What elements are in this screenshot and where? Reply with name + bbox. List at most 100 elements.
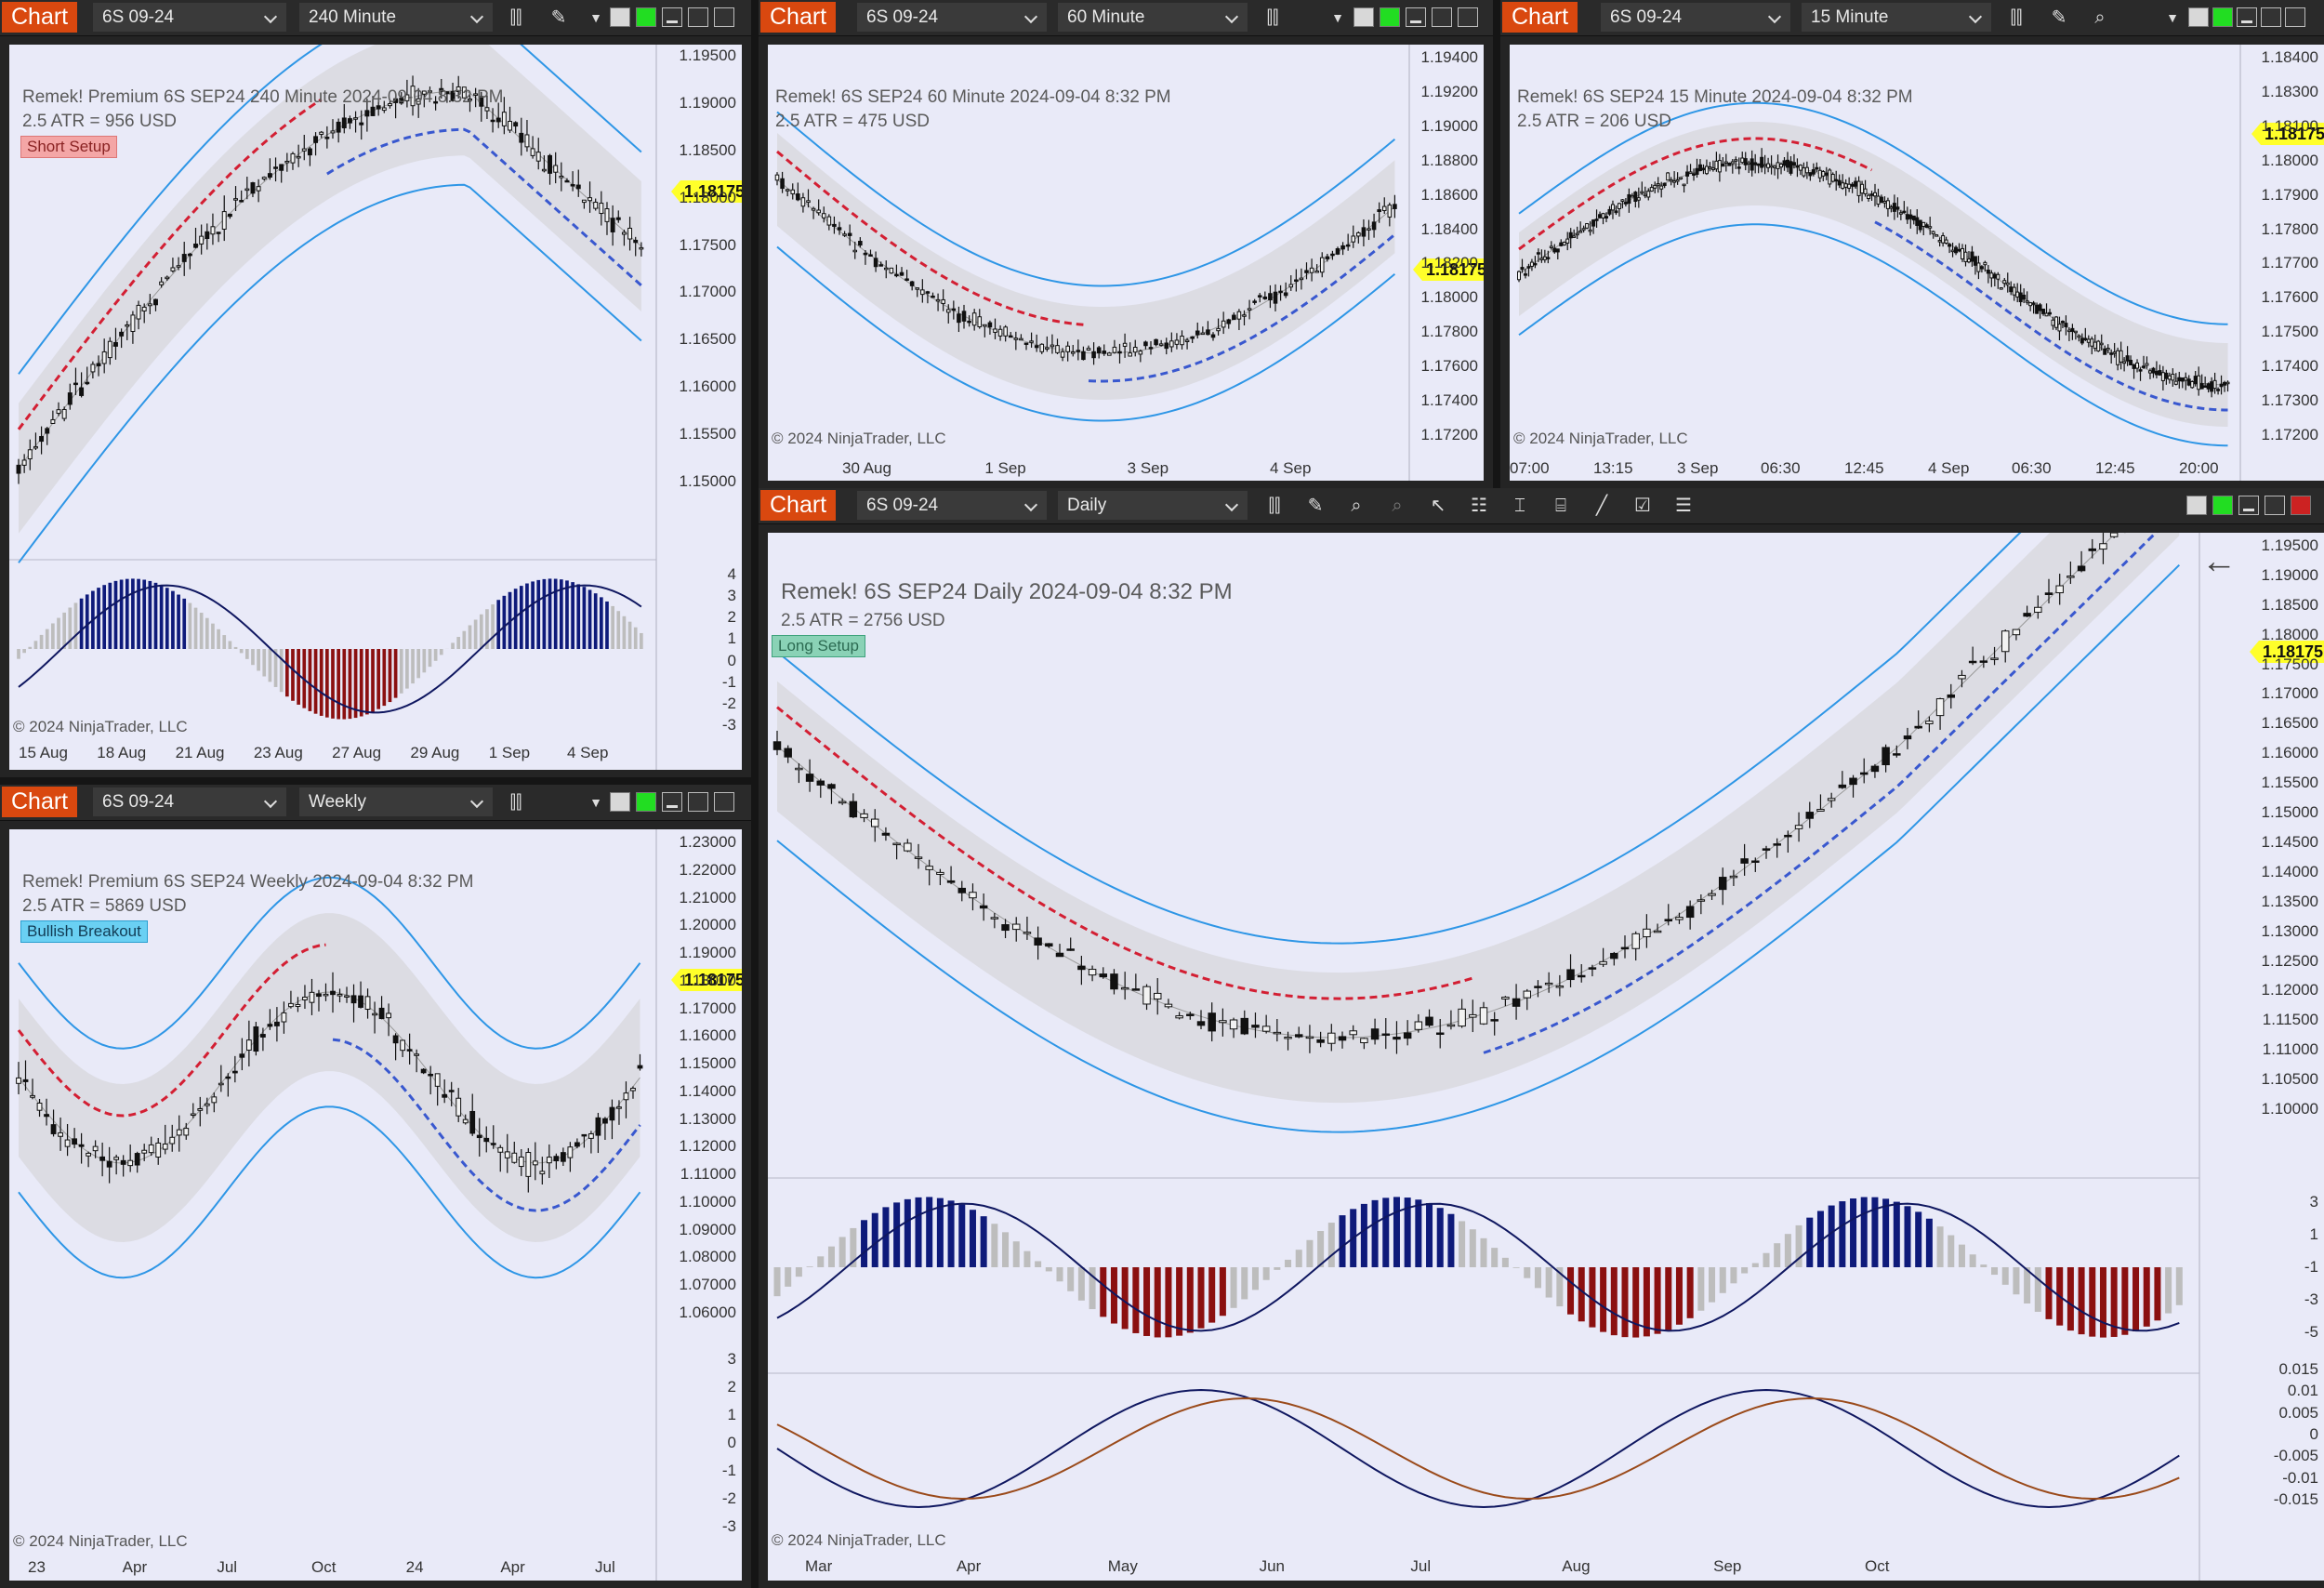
link-color-button[interactable] — [610, 792, 630, 812]
interval-selector[interactable]: 60 Minute — [1058, 3, 1248, 32]
chart-menu-button[interactable]: Chart — [1502, 2, 1578, 33]
candle-body — [1045, 347, 1050, 350]
time-axis: Mar Apr May Jun Jul Aug Sep Oct — [768, 1557, 2324, 1578]
maximize-button[interactable] — [2265, 496, 2285, 515]
candle-body — [560, 1152, 566, 1162]
maximize-button[interactable] — [2261, 7, 2281, 27]
link-color-button[interactable] — [2186, 496, 2207, 515]
time-tick-label: Jul — [217, 1558, 238, 1576]
link-green-button[interactable] — [2212, 7, 2233, 27]
link-green-button[interactable] — [636, 7, 656, 27]
chart-canvas[interactable]: Remek! 6S SEP24 Daily 2024-09-04 8:32 PM… — [768, 533, 2324, 1581]
link-color-button[interactable] — [1353, 7, 1374, 27]
bar-type-icon[interactable]: ⫿⫿ — [509, 792, 522, 813]
interval-selector[interactable]: 240 Minute — [299, 3, 493, 32]
instrument-selector[interactable]: 6S 09-24 — [93, 787, 286, 816]
chevron-down-icon[interactable]: ▼ — [589, 795, 602, 810]
close-button[interactable] — [2291, 496, 2311, 515]
candle-body — [1349, 1030, 1357, 1036]
candle-body — [905, 278, 909, 281]
minimize-button[interactable] — [1406, 7, 1426, 27]
maximize-button[interactable] — [688, 792, 708, 812]
drawing-tool-icon[interactable]: ✎ — [550, 7, 567, 28]
time-tick-label: 1 Sep — [984, 459, 1026, 477]
minimize-button[interactable] — [662, 792, 682, 812]
close-button[interactable] — [714, 7, 734, 27]
instrument-selector[interactable]: 6S 09-24 — [1601, 3, 1790, 32]
momentum-histogram-bar — [73, 602, 78, 649]
chart-title: Remek! Premium 6S SEP24 Weekly 2024-09-0… — [22, 872, 474, 892]
chart-canvas[interactable]: Remek! Premium 6S SEP24 Weekly 2024-09-0… — [9, 829, 742, 1581]
minimize-button[interactable] — [2238, 496, 2259, 515]
maximize-button[interactable] — [688, 7, 708, 27]
back-arrow-icon[interactable]: ← — [2201, 542, 2237, 581]
chart-canvas[interactable]: Remek! Premium 6S SEP24 240 Minute 2024-… — [9, 45, 742, 770]
link-green-button[interactable] — [636, 792, 656, 812]
candle-body — [1620, 946, 1630, 950]
price-axis: 1.19500 1.19000 1.18500 1.18000 1.17500 1.170… — [2250, 533, 2324, 1146]
candle-body — [1050, 344, 1055, 348]
chart-toolbar: Chart 6S 09-24 240 Minute ⫿⫿ ✎ ▼ — [0, 0, 751, 36]
close-button[interactable] — [2285, 7, 2305, 27]
bar-type-icon[interactable]: ⫿⫿ — [1266, 7, 1279, 28]
interval-selector[interactable]: Daily — [1058, 491, 1248, 520]
chart-canvas[interactable]: Remek! 6S SEP24 60 Minute 2024-09-04 8:3… — [768, 45, 1484, 481]
instrument-selector[interactable]: 6S 09-24 — [857, 3, 1047, 32]
bar-type-icon[interactable]: ⫿⫿ — [1268, 496, 1281, 516]
drawing-tool-icon[interactable]: ✎ — [1307, 496, 1324, 516]
close-button[interactable] — [714, 792, 734, 812]
candle-body — [288, 1002, 294, 1008]
candle-body — [595, 1117, 601, 1136]
momentum-histogram-bar — [1632, 1267, 1640, 1338]
minimize-button[interactable] — [2237, 7, 2257, 27]
strategies-icon[interactable]: ⌸ — [1555, 496, 1566, 516]
pointer-icon[interactable]: ↖ — [1430, 496, 1446, 516]
candle-body — [159, 281, 165, 285]
drawing-tool-icon[interactable]: ✎ — [2051, 7, 2067, 28]
candle-body — [2180, 377, 2185, 382]
templates-icon[interactable]: ☑ — [1634, 496, 1651, 516]
time-tick-label: Jun — [1259, 1557, 1285, 1575]
candle-body — [1714, 160, 1719, 170]
candle-body — [259, 1034, 266, 1038]
interval-selector[interactable]: Weekly — [299, 787, 493, 816]
momentum-histogram-bar — [1230, 1267, 1237, 1308]
link-color-button[interactable] — [610, 7, 630, 27]
chevron-down-icon[interactable]: ▼ — [2166, 10, 2179, 25]
data-box-icon[interactable]: ☷ — [1471, 496, 1487, 516]
chevron-down-icon[interactable]: ▼ — [1331, 10, 1344, 25]
bar-type-icon[interactable]: ⫿⫿ — [2010, 7, 2023, 28]
list-icon[interactable]: ☰ — [1675, 496, 1692, 516]
properties-icon[interactable]: ╱ — [1595, 496, 1608, 516]
close-button[interactable] — [1458, 7, 1478, 27]
trend-stop-bull-line — [1483, 533, 2159, 1054]
bar-type-icon[interactable]: ⫿⫿ — [509, 7, 522, 28]
candle-body — [1847, 183, 1852, 189]
link-color-button[interactable] — [2188, 7, 2209, 27]
chart-canvas[interactable]: Remek! 6S SEP24 15 Minute 2024-09-04 8:3… — [1510, 45, 2324, 481]
indicators-icon[interactable]: ⌶ — [1514, 496, 1525, 516]
instrument-selector[interactable]: 6S 09-24 — [93, 3, 286, 32]
candle-body — [570, 184, 575, 187]
maximize-button[interactable] — [1432, 7, 1452, 27]
chart-menu-button[interactable]: Chart — [2, 787, 78, 817]
instrument-selector[interactable]: 6S 09-24 — [857, 491, 1047, 520]
candle-body — [1240, 1017, 1249, 1035]
link-green-button[interactable] — [2212, 496, 2233, 515]
candle-body — [442, 1093, 448, 1098]
chart-menu-button[interactable]: Chart — [760, 490, 837, 521]
chart-menu-button[interactable]: Chart — [2, 2, 78, 33]
candle-body — [1856, 180, 1861, 196]
chart-menu-button[interactable]: Chart — [760, 2, 837, 33]
candle-body — [1662, 182, 1667, 186]
chevron-down-icon[interactable]: ▼ — [589, 10, 602, 25]
zoom-in-icon[interactable]: ⌕ — [2094, 7, 2106, 28]
interval-selector[interactable]: 15 Minute — [1802, 3, 1991, 32]
zoom-in-icon[interactable]: ⌕ — [1351, 496, 1362, 516]
minimize-button[interactable] — [662, 7, 682, 27]
candle-body — [1841, 182, 1845, 189]
candle-body — [239, 200, 244, 203]
zoom-out-icon[interactable]: ⌕ — [1392, 496, 1403, 516]
candle-body — [90, 364, 96, 373]
link-green-button[interactable] — [1380, 7, 1400, 27]
